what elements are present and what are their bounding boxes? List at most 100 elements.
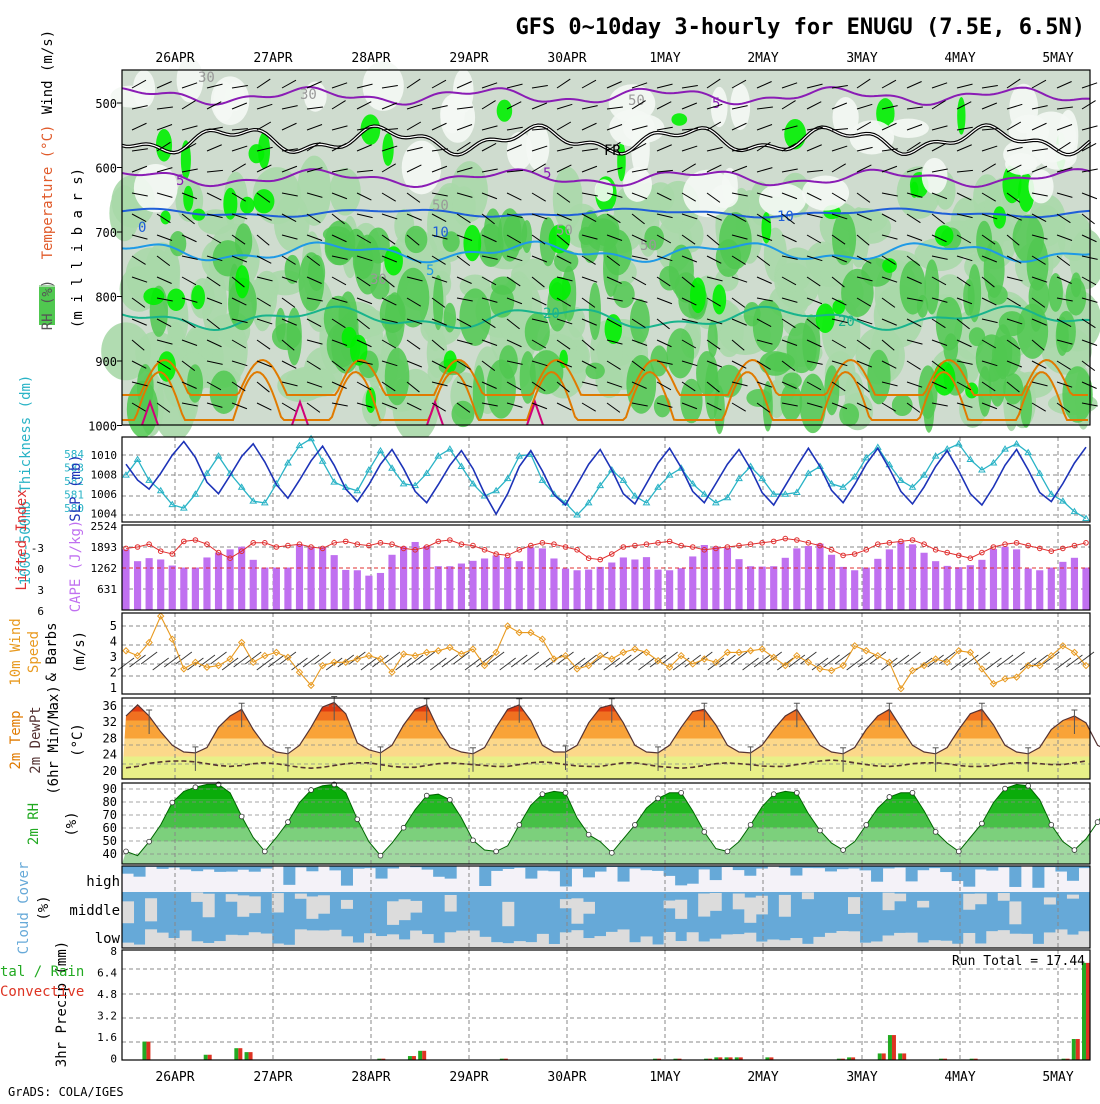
cape-bar — [180, 568, 187, 610]
rh-point — [239, 814, 244, 819]
panel-bg — [122, 950, 1090, 1060]
rh-shade — [522, 220, 532, 253]
cape-bar — [724, 548, 731, 610]
contour-label: 5 — [712, 96, 720, 112]
contour-label: 50 — [432, 198, 449, 214]
cape-bar — [863, 568, 870, 610]
cloud-low-gap — [180, 930, 192, 948]
cloud-high — [560, 866, 572, 886]
cloud-high — [214, 866, 226, 872]
cloud-high — [733, 866, 745, 870]
cape-bar — [782, 558, 789, 610]
cloud-high — [376, 866, 388, 879]
cape-bar — [874, 559, 881, 610]
cape-bar — [701, 545, 708, 610]
rh-point — [656, 796, 661, 801]
cloud-level-high: high — [86, 874, 120, 890]
cloud-mid-gap — [237, 895, 249, 916]
precip-tick: 8 — [110, 945, 117, 958]
rh-shade — [603, 240, 619, 297]
rh-shade — [1057, 311, 1076, 353]
cloud-high — [710, 866, 722, 880]
cape-bar — [400, 547, 407, 610]
cloud-high — [537, 866, 549, 871]
cloud-high — [479, 866, 491, 886]
cape-bar — [446, 566, 453, 610]
rh-point — [262, 849, 267, 854]
cloud-low-gap — [1044, 932, 1056, 948]
pressure-level-label: 600 — [95, 162, 117, 176]
precip-tick: 1.6 — [97, 1031, 117, 1044]
cloud-low-gap — [226, 935, 238, 948]
cape-bar — [550, 558, 557, 610]
cloud-low-gap — [779, 940, 791, 948]
li-tick: 0 — [37, 563, 44, 576]
precip-conv-bar — [146, 1042, 150, 1060]
rh-shade — [382, 133, 393, 166]
cloud-mid-gap — [998, 893, 1010, 901]
cloud-low-gap — [594, 936, 606, 948]
cloud-mid-gap — [249, 896, 261, 913]
cloud-low-gap — [571, 930, 583, 948]
contour-label: 30 — [198, 70, 215, 86]
legend-convective: Convective — [0, 984, 84, 1000]
rh-point — [609, 850, 614, 855]
ylabel-wind10-3: & Barbs — [44, 622, 60, 681]
precip-total-bar — [142, 1042, 146, 1060]
precip-conv-bar — [249, 1052, 253, 1060]
cape-bar — [573, 570, 580, 610]
cape-bar — [284, 568, 291, 610]
cloud-low-gap — [871, 941, 883, 948]
cape-tick: 1893 — [91, 541, 118, 554]
ylabel-temperature: Temperature (°C) — [40, 125, 56, 260]
slp-tick: 1008 — [91, 469, 118, 482]
cloud-high — [906, 866, 918, 881]
rh-point — [841, 848, 846, 853]
rh-shade — [167, 288, 185, 311]
rh-shade — [744, 302, 761, 326]
cape-bar — [493, 555, 500, 610]
rh-shade-dry — [730, 83, 750, 130]
cloud-low-gap — [387, 934, 399, 948]
cape-bar — [1082, 568, 1089, 610]
rh-shade — [787, 323, 817, 373]
cloud-high — [1055, 866, 1067, 872]
cloud-low-gap — [606, 932, 618, 948]
cloud-high — [618, 866, 630, 882]
cape-bar — [122, 549, 129, 610]
cloud-low-gap — [1067, 935, 1079, 948]
cloud-mid-gap — [733, 894, 745, 910]
cloud-low-gap — [1055, 929, 1067, 948]
rh-shade — [235, 223, 252, 259]
cloud-mid-gap — [226, 894, 238, 902]
precip-total-bar — [898, 1053, 902, 1060]
ylabel-slp: SLP (mb) — [68, 454, 84, 521]
cape-bar — [689, 556, 696, 610]
cloud-low-gap — [940, 941, 952, 948]
cloud-low-gap — [721, 934, 733, 948]
ylabel-temp-3: (6hr Min/Max) — [46, 685, 62, 795]
cloud-mid-gap — [318, 895, 330, 913]
cloud-mid-gap — [744, 898, 756, 923]
cape-bar — [458, 564, 465, 610]
rh-shade — [210, 370, 238, 414]
cape-tick: 1262 — [91, 562, 118, 575]
cape-tick: 2524 — [91, 520, 118, 533]
cloud-low-gap — [986, 931, 998, 948]
cape-bar — [157, 559, 164, 610]
rh-shade-dry — [888, 119, 929, 138]
date-label-bottom: 3MAY — [846, 1070, 877, 1085]
cloud-low-gap — [410, 931, 422, 948]
chart-title: GFS 0~10day 3-hourly for ENUGU (7.5E, 6.… — [515, 15, 1085, 40]
cloud-low-gap — [813, 937, 825, 948]
ylabel-wind10-2: Speed — [26, 631, 42, 673]
rh-shade — [800, 374, 827, 434]
rh-shade — [585, 363, 604, 380]
cloud-mid-gap — [295, 894, 307, 899]
cloud-high — [825, 866, 837, 871]
date-label-top: 5MAY — [1042, 51, 1073, 66]
wind10-tick: 2 — [110, 666, 117, 680]
cloud-low-gap — [203, 943, 215, 948]
